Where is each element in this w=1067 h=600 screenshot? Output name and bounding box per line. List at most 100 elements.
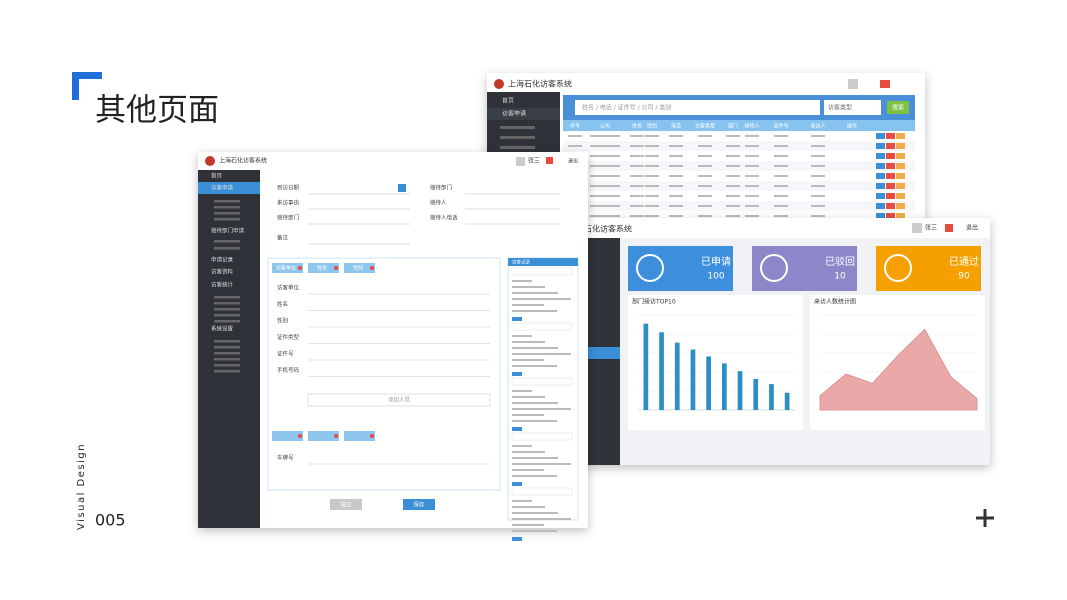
logo (494, 79, 504, 89)
tab[interactable] (272, 263, 303, 273)
cell (645, 175, 659, 177)
field-label: 姓名 (277, 300, 288, 308)
add-button[interactable] (307, 393, 491, 407)
cell (774, 205, 788, 207)
card-label: 已驳回 (825, 256, 855, 268)
record-line (512, 359, 544, 361)
cell (590, 155, 620, 157)
record-line (512, 445, 532, 447)
column-header: 来访人 (810, 123, 825, 130)
area (819, 328, 978, 411)
slide-title: 其他页面 (95, 93, 219, 129)
sidebar (198, 170, 260, 528)
button-label: 提交 (340, 501, 352, 509)
cell (774, 145, 788, 147)
nav-item: 申请记录 (211, 256, 234, 264)
field-label: 性别 (277, 317, 288, 325)
nav-sub (214, 218, 240, 221)
field-label: 来访事由 (277, 199, 299, 207)
cell (645, 165, 659, 167)
record-line (512, 457, 558, 459)
search-box (512, 268, 572, 275)
search-button[interactable] (887, 101, 909, 114)
card-icon (884, 254, 912, 282)
search-box (512, 488, 572, 495)
tab[interactable] (308, 263, 339, 273)
bar (737, 371, 743, 410)
cell (726, 155, 740, 157)
record-line (512, 420, 557, 422)
bar (659, 332, 664, 410)
cell (669, 145, 683, 147)
record-line (512, 512, 558, 514)
cell (745, 195, 759, 197)
record-line (512, 347, 558, 349)
row-action (876, 173, 885, 179)
card-icon (636, 254, 664, 282)
cell (630, 135, 644, 137)
tab-close (370, 434, 374, 438)
search-input (575, 100, 820, 115)
cell (726, 215, 740, 217)
search-placeholder: 姓名 / 电话 / 证件号 / 公司 / 类别 (582, 104, 671, 112)
app-title: 上海石化访客系统 (568, 224, 632, 234)
row-action (896, 153, 905, 159)
row-action (886, 203, 895, 209)
row-action (876, 143, 885, 149)
record-line (512, 396, 545, 398)
button[interactable] (330, 499, 362, 510)
cell (590, 135, 620, 137)
cell (726, 165, 740, 167)
field-label: 接待部门 (277, 214, 299, 222)
row-action (896, 173, 905, 179)
row-action (876, 133, 885, 139)
card-value: 90 (958, 272, 970, 282)
record-line (512, 530, 557, 532)
page-number: 005 (95, 511, 126, 530)
search-box (512, 323, 572, 330)
cell (745, 205, 759, 207)
cell (811, 195, 825, 197)
row-action (886, 143, 895, 149)
cell (630, 195, 644, 197)
field-label: 手机号码 (277, 366, 300, 374)
row-action (876, 183, 885, 189)
column-header: 性别 (647, 123, 657, 130)
add-button-label: 添加人员 (388, 396, 411, 404)
nav-item: 访客申请 (502, 110, 526, 118)
row-action (886, 133, 895, 139)
user: 张三 (925, 224, 937, 232)
search-box (512, 378, 572, 385)
cell (645, 155, 659, 157)
cell (774, 165, 788, 167)
search-button-label: 搜索 (892, 104, 904, 112)
avatar (912, 223, 922, 233)
cell (811, 205, 825, 207)
cell (669, 205, 683, 207)
form-screen: 上海石化访客系统 张三 退出首页访客申请接待部门申请申请记录访客资料访客统计系统设置… (198, 152, 588, 541)
cell (726, 185, 740, 187)
record-line (512, 518, 571, 520)
field-label: 接待人电话 (430, 214, 458, 222)
cell (811, 135, 825, 137)
field-label: 访客单位 (277, 284, 300, 292)
column-header: 访客类型 (695, 123, 715, 130)
tab[interactable] (344, 263, 375, 273)
cell (698, 165, 712, 167)
button[interactable] (403, 499, 435, 510)
cell (630, 155, 644, 157)
column-header: 接待人 (744, 123, 759, 130)
cell (590, 165, 620, 167)
cell (568, 145, 582, 147)
nav-sub (214, 314, 240, 317)
cell (590, 145, 620, 147)
date-icon (398, 184, 406, 192)
button-label: 保存 (413, 501, 425, 509)
cell (745, 175, 759, 177)
bar (784, 392, 790, 410)
record-line (512, 280, 532, 282)
column-header: 证件号 (773, 123, 788, 130)
chart-panel (628, 295, 803, 430)
row-action (896, 203, 905, 209)
